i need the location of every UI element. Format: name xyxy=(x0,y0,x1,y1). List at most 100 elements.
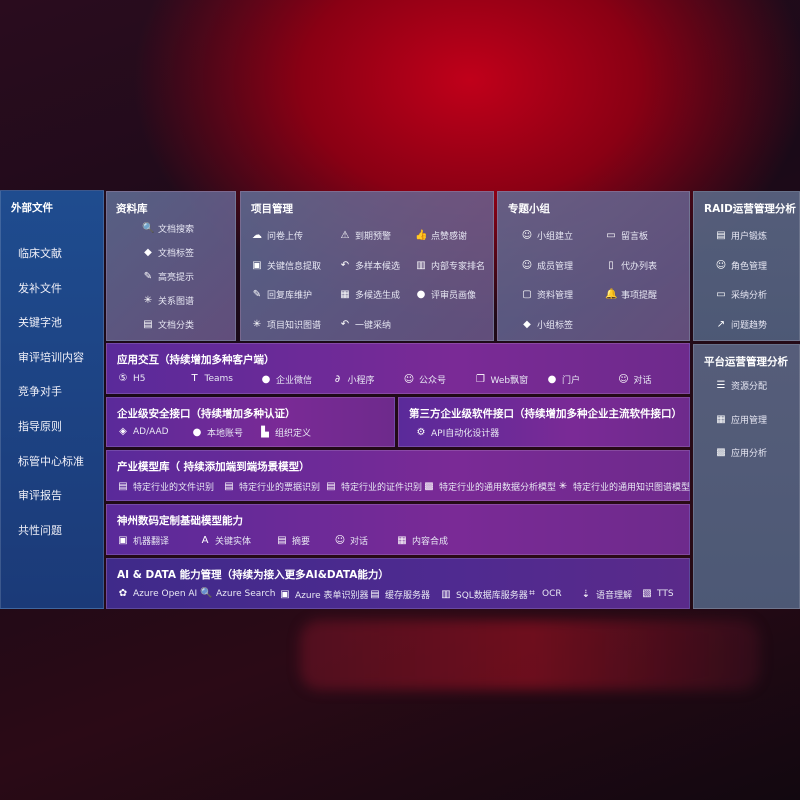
sidebar-item[interactable]: 标管中心标准 xyxy=(18,454,84,468)
database-icon: ▥ xyxy=(441,589,451,600)
group-panel-item[interactable]: ☺ 成员管理 xyxy=(521,259,573,272)
sidebar-item[interactable]: 审评培训内容 xyxy=(18,350,84,364)
app-interaction-panel-item[interactable]: ∂ 小程序 xyxy=(332,373,375,386)
base-model-panel-item[interactable]: ▤ 摘要 xyxy=(276,534,310,547)
app-interaction-panel-item[interactable]: ● 企业微信 xyxy=(260,373,312,386)
item-label: 事项提醒 xyxy=(621,291,658,301)
project-panel-item[interactable]: ✳ 项目知识图谱 xyxy=(251,318,321,331)
ai-data-panel-item[interactable]: ⌗ OCR xyxy=(526,588,561,599)
app-interaction-panel-item[interactable]: ☺ 公众号 xyxy=(403,373,446,386)
users-icon: ☺ xyxy=(715,259,727,271)
sidebar-item[interactable]: 共性问题 xyxy=(18,523,62,537)
industry-model-panel-item[interactable]: ✳ 特定行业的通用知识图谱模型 xyxy=(557,480,690,493)
project-panel-item[interactable]: ● 评审员画像 xyxy=(415,288,476,301)
item-label: Azure Open AI xyxy=(133,588,198,599)
library-panel-item[interactable]: 🔍 文档搜索 xyxy=(142,222,194,235)
app-interaction-panel-item[interactable]: T Teams xyxy=(189,373,233,384)
sidebar-item[interactable]: 竞争对手 xyxy=(18,385,62,399)
id-card-icon: ▤ xyxy=(716,230,726,241)
group-panel-title: 专题小组 xyxy=(508,203,550,215)
group-panel-item[interactable]: ▭ 留言板 xyxy=(605,229,648,242)
item-label: API自动化设计器 xyxy=(431,429,500,439)
ai-data-panel-item[interactable]: ▥ SQL数据库服务器 xyxy=(440,588,528,601)
security-interface-panel-item[interactable]: ◈ AD/AAD xyxy=(117,426,168,437)
project-panel-item[interactable]: ▦ 多候选生成 xyxy=(339,288,400,301)
app-interaction-panel-item[interactable]: ⑤ H5 xyxy=(117,373,146,384)
library-panel-item[interactable]: ✎ 高亮提示 xyxy=(142,270,194,283)
analysis-icon: ▩ xyxy=(424,481,434,492)
item-label: 特定行业的票据识别 xyxy=(239,483,321,493)
ai-data-panel-item[interactable]: ⇣ 语音理解 xyxy=(580,588,632,601)
thirdparty-interface-panel-title: 第三方企业级软件接口（持续增加多种企业主流软件接口） xyxy=(409,408,682,420)
industry-model-panel-item[interactable]: ▩ 特定行业的通用数据分析模型 xyxy=(423,480,556,493)
ai-data-panel-item[interactable]: ▧ TTS xyxy=(641,588,673,599)
item-label: 门户 xyxy=(562,376,581,386)
security-interface-panel-item[interactable]: ● 本地账号 xyxy=(191,426,243,439)
raid-panel-item[interactable]: ↗ 问题趋势 xyxy=(715,318,767,331)
project-panel-item[interactable]: ▣ 关键信息提取 xyxy=(251,259,321,272)
sidebar-item[interactable]: 临床文献 xyxy=(18,247,62,260)
ai-data-panel-item[interactable]: ✿ Azure Open AI xyxy=(117,588,197,599)
ai-data-panel-item[interactable]: ▤ 缓存服务器 xyxy=(369,588,430,601)
group-panel-item[interactable]: ▯ 代办列表 xyxy=(605,259,657,272)
industry-model-panel-item[interactable]: ▤ 特定行业的证件识别 xyxy=(325,480,422,493)
user-icon: ● xyxy=(416,289,426,300)
raid-panel-item[interactable]: ▤ 用户锻炼 xyxy=(715,229,767,242)
library-panel-item[interactable]: ◆ 文档标签 xyxy=(142,246,194,259)
group-panel-item[interactable]: ☺ 小组建立 xyxy=(521,229,573,242)
library-panel-item[interactable]: ✳ 关系图谱 xyxy=(142,294,194,307)
rank-icon: ▥ xyxy=(416,259,426,271)
security-interface-panel-item[interactable]: ▙ 组织定义 xyxy=(259,426,311,439)
industry-model-panel-item[interactable]: ▤ 特定行业的票据识别 xyxy=(223,480,320,493)
app-interaction-panel: 应用交互（持续增加多种客户端） ⑤ H5 T Teams ● 企业微信 ∂ 小程序 ☺ 公众号 ❐ We… xyxy=(106,343,690,394)
library-panel-item[interactable]: ▤ 文档分类 xyxy=(142,318,194,331)
member-icon: ☺ xyxy=(521,259,533,271)
industry-model-panel-item[interactable]: ▤ 特定行业的文件识别 xyxy=(117,480,214,493)
tag-icon: ◆ xyxy=(144,247,152,258)
thirdparty-interface-panel-item[interactable]: ⚙ API自动化设计器 xyxy=(415,426,500,439)
item-label: 成员管理 xyxy=(537,261,574,272)
platform-panel-item[interactable]: ▦ 应用管理 xyxy=(715,413,767,426)
sidebar-item[interactable]: 关键字池 xyxy=(18,316,62,330)
industry-model-panel: 产业模型库（ 持续添加端到端场景模型） ▤ 特定行业的文件识别 ▤ 特定行业的票据识别 ▤… xyxy=(106,450,690,501)
project-panel-item[interactable]: ↶ 一键采纳 xyxy=(339,318,391,331)
base-model-panel-item[interactable]: A 关键实体 xyxy=(199,534,251,547)
item-label: 角色管理 xyxy=(731,261,768,272)
item-label: Azure Search xyxy=(216,588,276,599)
receipt-icon: ▤ xyxy=(224,481,234,492)
group-panel-item[interactable]: 🔔 事项提醒 xyxy=(605,288,657,301)
project-panel-item[interactable]: ⚠ 到期预警 xyxy=(339,229,392,242)
app-interaction-panel-item[interactable]: ● 门户 xyxy=(546,373,580,386)
compose-icon: ▦ xyxy=(397,535,407,546)
ai-data-panel-item[interactable]: ▣ Azure 表单识别器 xyxy=(279,588,368,601)
app-interaction-panel-item[interactable]: ☺ 对话 xyxy=(618,373,651,386)
app-interaction-panel-item[interactable]: ❐ Web飘窗 xyxy=(475,373,528,386)
cloud-upload-icon: ☁ xyxy=(252,230,262,241)
gear-icon: ⚙ xyxy=(416,427,426,438)
group-panel-item[interactable]: ▢ 资料管理 xyxy=(521,288,573,301)
project-panel-item[interactable]: 👍 点赞感谢 xyxy=(415,229,467,242)
base-model-panel-item[interactable]: ▦ 内容合成 xyxy=(396,534,448,547)
project-panel-item[interactable]: ↶ 多样本候选 xyxy=(339,259,400,272)
project-panel-item[interactable]: ▥ 内部专家排名 xyxy=(415,259,485,272)
sidebar-item[interactable]: 审评报告 xyxy=(18,489,62,503)
base-model-panel-item[interactable]: ☺ 对话 xyxy=(334,534,368,547)
summary-icon: ▤ xyxy=(277,535,287,546)
group-panel-item[interactable]: ◆ 小组标签 xyxy=(521,318,573,331)
item-label: 小组标签 xyxy=(537,320,574,331)
raid-panel-item[interactable]: ▭ 采纳分析 xyxy=(715,288,767,301)
item-label: 问卷上传 xyxy=(267,232,304,242)
sidebar-item[interactable]: 指导原则 xyxy=(18,420,62,433)
platform-panel-item[interactable]: ▩ 应用分析 xyxy=(715,446,767,459)
group-panel: 专题小组 ☺ 小组建立 ▭ 留言板 ☺ 成员管理 ▯ 代办列表 ▢ 资料管理 🔔 事项提醒 ◆ 小组标签 xyxy=(497,191,690,341)
project-panel-item[interactable]: ✎ 回复库维护 xyxy=(251,288,312,301)
official-account-icon: ☺ xyxy=(403,374,415,385)
project-panel-item[interactable]: ☁ 问卷上传 xyxy=(251,229,303,242)
base-model-panel-item[interactable]: ▣ 机器翻译 xyxy=(117,534,169,547)
pen-icon: ✎ xyxy=(143,271,153,282)
raid-panel-item[interactable]: ☺ 角色管理 xyxy=(715,259,767,272)
ai-data-panel-item[interactable]: 🔍 Azure Search xyxy=(200,588,275,599)
floor-reflection xyxy=(300,620,760,690)
platform-panel-item[interactable]: ☰ 资源分配 xyxy=(715,379,768,392)
sidebar-item[interactable]: 发补文件 xyxy=(18,281,62,295)
